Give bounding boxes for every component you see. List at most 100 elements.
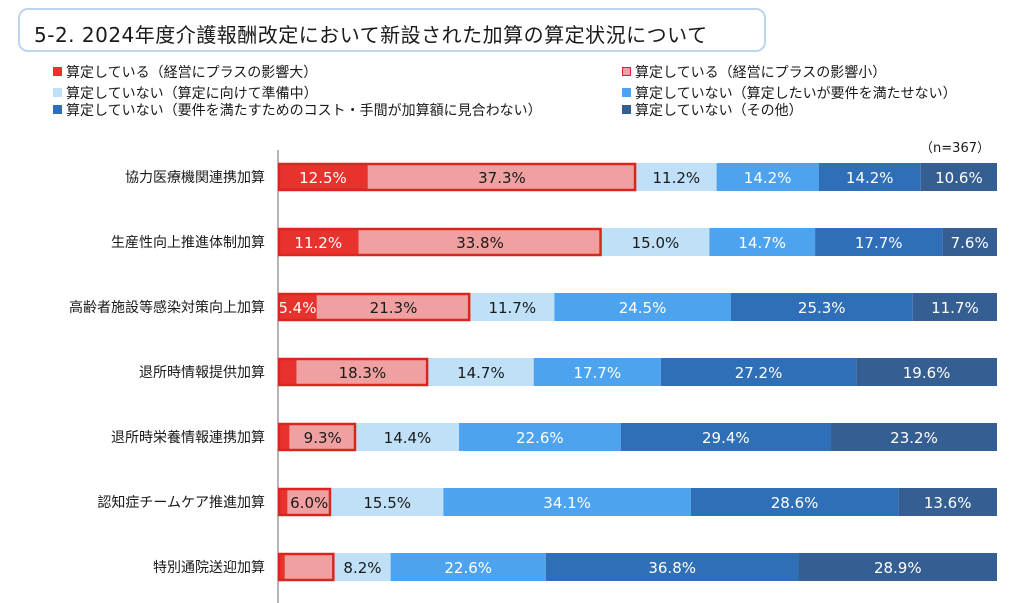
legend-item: 算定していない（要件を満たすためのコスト・手間が加算額に見合わない） (53, 103, 542, 119)
bar-segment (636, 163, 717, 191)
data-label: 21.3% (370, 299, 418, 317)
legend-swatch (53, 67, 62, 76)
bar-segment (470, 293, 555, 321)
bar-segment (660, 358, 857, 386)
category-label: 特別通院送迎加算 (153, 560, 265, 576)
legend-label: 算定していない（算定に向けて準備中） (66, 86, 318, 102)
title-box: 5-2. 2024年度介護報酬改定において新設された加算の算定状況について (18, 8, 766, 52)
bar-segment (289, 423, 356, 451)
category-label: 認知症チームケア推進加算 (97, 494, 265, 511)
highlight-outline (277, 422, 357, 452)
data-label: 17.7% (573, 364, 621, 382)
data-label: 17.7% (855, 234, 903, 252)
legend-label: 算定していない（要件を満たすためのコスト・手間が加算額に見合わない） (66, 103, 542, 119)
highlight-outline (277, 487, 332, 517)
legend-swatch (622, 88, 631, 97)
bar-segment (390, 553, 546, 581)
bar-segment (920, 163, 997, 191)
bar-segment (278, 163, 368, 191)
data-label: 7.6% (951, 234, 989, 252)
data-label: 5.4% (278, 299, 316, 317)
data-label: 14.7% (457, 364, 505, 382)
data-label: 12.5% (299, 169, 347, 187)
legend-item: 算定している（経営にプラスの影響大） (53, 65, 317, 81)
category-label: 退所時栄養情報連携加算 (111, 429, 265, 446)
data-label: 14.2% (846, 169, 894, 187)
page-title: 5-2. 2024年度介護報酬改定において新設された加算の算定状況について (34, 23, 708, 47)
legend-item: 算定していない（算定したいが要件を満たせない） (622, 86, 957, 102)
data-label: 24.5% (619, 299, 667, 317)
bar-segment (284, 553, 335, 581)
bar-segment (620, 423, 832, 451)
legend-swatch (622, 67, 631, 76)
bar-segment (818, 163, 921, 191)
highlight-outline (277, 162, 637, 192)
bar-segment (690, 488, 899, 516)
bar-segment (367, 163, 637, 191)
data-label: 33.8% (456, 234, 504, 252)
legend-label: 算定している（経営にプラスの影響大） (66, 65, 318, 81)
data-label: 6.0% (290, 494, 328, 512)
data-label: 37.3% (478, 169, 526, 187)
legend: 算定している（経営にプラスの影響大） 算定している（経営にプラスの影響小） 算定して… (0, 0, 1024, 130)
sample-size-note: （n=367） (920, 141, 990, 156)
data-label: 14.4% (384, 429, 432, 447)
data-label: 11.7% (488, 299, 536, 317)
data-label: 23.2% (890, 429, 938, 447)
bar-segment (912, 293, 997, 321)
data-label: 18.3% (339, 364, 387, 382)
bar-segment (545, 553, 799, 581)
bar-segment (428, 358, 534, 386)
category-label: 生産性向上推進体制加算 (111, 235, 265, 251)
category-label: 退所時情報提供加算 (139, 365, 265, 381)
bar-segment (815, 228, 943, 256)
legend-label: 算定していない（その他） (635, 103, 803, 119)
bar-segment (459, 423, 621, 451)
bar-segment (296, 358, 429, 386)
data-label: 27.2% (735, 364, 783, 382)
data-label: 29.4% (702, 429, 750, 447)
data-label: 28.6% (771, 494, 819, 512)
bar-segment (730, 293, 913, 321)
bar-segment (898, 488, 997, 516)
bar-segment (334, 553, 391, 581)
data-label: 22.6% (516, 429, 564, 447)
bar-segment (316, 293, 471, 321)
bar-segment (709, 228, 816, 256)
bar-segment (554, 293, 731, 321)
data-label: 14.7% (738, 234, 786, 252)
bar-segment (355, 423, 460, 451)
data-label: 8.2% (343, 559, 381, 577)
legend-swatch (622, 105, 631, 114)
bar-segment (601, 228, 710, 256)
legend-label: 算定していない（算定したいが要件を満たせない） (635, 86, 957, 102)
data-label: 36.8% (648, 559, 696, 577)
bar-segment (533, 358, 661, 386)
bar-segment (716, 163, 819, 191)
bar-segment (278, 423, 290, 451)
bar-segment (278, 228, 359, 256)
legend-label: 算定している（経営にプラスの影響小） (635, 65, 887, 81)
data-label: 28.9% (874, 559, 922, 577)
data-label: 22.6% (444, 559, 492, 577)
data-label: 10.6% (935, 169, 983, 187)
data-label: 14.2% (744, 169, 792, 187)
bar-segment (443, 488, 691, 516)
bar-segment (942, 228, 997, 256)
data-label: 11.2% (294, 234, 342, 252)
data-label: 34.1% (543, 494, 591, 512)
highlight-outline (277, 552, 335, 582)
legend-swatch (53, 88, 62, 97)
highlight-outline (277, 357, 429, 387)
data-label: 11.2% (652, 169, 700, 187)
highlight-outline (277, 227, 602, 257)
legend-item: 算定していない（その他） (622, 103, 803, 119)
data-label: 9.3% (304, 429, 342, 447)
bar-segment (856, 358, 997, 386)
data-label: 13.6% (924, 494, 972, 512)
category-label: 協力医療機関連携加算 (125, 169, 265, 186)
bar-segment (831, 423, 997, 451)
bar-segment (278, 553, 285, 581)
bar-segment (278, 358, 297, 386)
bar-segment (330, 488, 444, 516)
